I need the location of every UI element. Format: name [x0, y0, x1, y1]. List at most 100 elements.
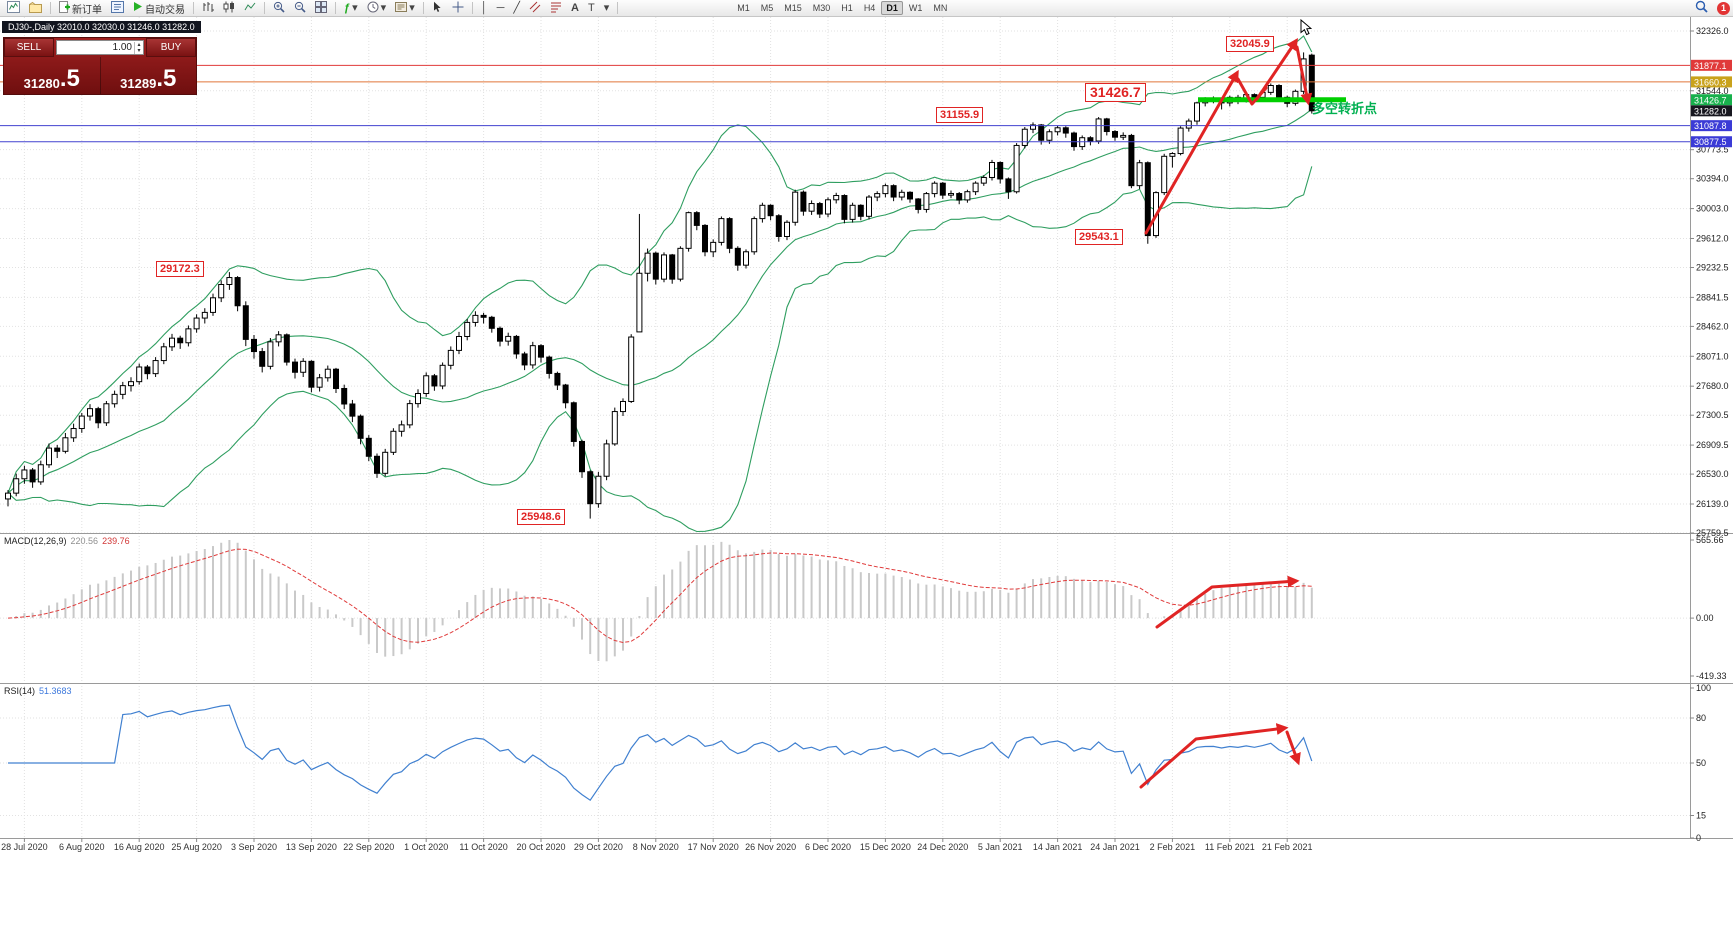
- svg-text:80: 80: [1696, 713, 1706, 723]
- market-watch-button[interactable]: [107, 0, 128, 16]
- indicators-button[interactable]: ƒ ▾: [340, 1, 362, 16]
- panel-splitters[interactable]: [0, 17, 1733, 839]
- volume-spinner[interactable]: ▴ ▾: [134, 41, 143, 54]
- timeframe-button-m30[interactable]: M30: [812, 3, 831, 13]
- price-annotation-29543[interactable]: 29543.1: [1075, 229, 1123, 245]
- candlestick-chart-button[interactable]: [219, 1, 239, 16]
- svg-text:31282.0: 31282.0: [1694, 106, 1727, 116]
- auto-trading-button[interactable]: 自动交易: [129, 1, 189, 16]
- cursor-tool-button[interactable]: [428, 1, 447, 16]
- buy-price-pips: .5: [156, 65, 177, 92]
- new-chart-button[interactable]: [3, 0, 24, 16]
- chart-window-icon: [7, 0, 20, 16]
- crosshair-tool-button[interactable]: [448, 1, 468, 16]
- trendline-tool[interactable]: ╱: [509, 1, 524, 16]
- label-tool[interactable]: T: [584, 1, 599, 16]
- price-annotation-31155[interactable]: 31155.9: [936, 107, 984, 123]
- bar-chart-icon: [202, 1, 214, 16]
- rsi-value: 51.3683: [39, 686, 72, 696]
- volume-value[interactable]: 1.00: [112, 42, 132, 53]
- timeframe-button-m5[interactable]: M5: [760, 3, 774, 13]
- macd-main-value: 220.56: [70, 536, 99, 546]
- buy-price[interactable]: 31289.5: [101, 57, 197, 94]
- svg-text:16 Aug 2020: 16 Aug 2020: [114, 842, 165, 852]
- search-button[interactable]: [1691, 0, 1712, 16]
- trend-arrows[interactable]: [1139, 38, 1313, 789]
- auto-trading-label: 自动交易: [145, 4, 185, 16]
- svg-text:-419.33: -419.33: [1696, 671, 1727, 681]
- periods-button[interactable]: ▾: [363, 1, 391, 16]
- sell-price-pips: .5: [59, 65, 80, 92]
- svg-text:28462.0: 28462.0: [1696, 321, 1729, 331]
- time-scale[interactable]: 28 Jul 2020 6 Aug 2020 16 Aug 2020 25 Aug 2…: [1, 838, 1312, 852]
- channel-icon: [529, 1, 541, 16]
- market-watch-icon: [111, 0, 124, 16]
- horizontal-line-tool[interactable]: ─: [493, 1, 509, 16]
- toolbar-separator: [193, 2, 194, 14]
- svg-text:25759.5: 25759.5: [1696, 528, 1729, 538]
- fibonacci-tool[interactable]: [546, 1, 566, 16]
- buy-button[interactable]: BUY: [146, 38, 196, 57]
- price-scale[interactable]: 32326.0 31544.0 30773.5 30394.0 30003.0 29612…: [1690, 26, 1732, 538]
- new-order-button[interactable]: 新订单: [55, 0, 106, 16]
- tile-windows-button[interactable]: [311, 0, 331, 16]
- svg-text:28 Jul 2020: 28 Jul 2020: [1, 842, 48, 852]
- price-annotation-29172[interactable]: 29172.3: [156, 261, 204, 277]
- spinner-down-icon[interactable]: ▾: [137, 47, 141, 54]
- svg-text:100: 100: [1696, 683, 1711, 693]
- svg-text:30773.5: 30773.5: [1696, 145, 1729, 155]
- more-tools-button[interactable]: ▾: [600, 1, 614, 16]
- svg-text:1 Oct 2020: 1 Oct 2020: [404, 842, 448, 852]
- sell-price[interactable]: 31280.5: [4, 57, 100, 94]
- svg-text:28071.0: 28071.0: [1696, 351, 1729, 361]
- fibonacci-icon: [550, 1, 562, 16]
- chart-title: DJ30-,Daily 32010.0 32030.0 31246.0 3128…: [2, 21, 201, 33]
- timeframe-button-mn[interactable]: MN: [933, 3, 948, 13]
- toolbar-separator: [335, 2, 336, 14]
- sell-price-main: 31280: [23, 76, 60, 91]
- cursor-icon: [432, 1, 443, 16]
- zoom-out-icon: [294, 1, 306, 16]
- svg-text:32326.0: 32326.0: [1696, 26, 1729, 36]
- price-annotation-31426[interactable]: 31426.7: [1085, 83, 1146, 102]
- toolbar-separator: [471, 2, 473, 14]
- text-tool[interactable]: A: [567, 1, 583, 16]
- price-annotation-32045[interactable]: 32045.9: [1226, 36, 1274, 52]
- timeframe-button-d1[interactable]: D1: [881, 1, 903, 15]
- notification-badge[interactable]: 1: [1717, 1, 1730, 15]
- turning-point-label[interactable]: 多空转折点: [1312, 101, 1378, 116]
- toolbar-separator: [422, 2, 424, 14]
- zoom-in-button[interactable]: [269, 1, 289, 16]
- volume-field[interactable]: 1.00 ▴ ▾: [56, 40, 144, 55]
- svg-text:3 Sep 2020: 3 Sep 2020: [231, 842, 277, 852]
- horizontal-lines[interactable]: [0, 64, 1690, 143]
- price-annotation-25948[interactable]: 25948.6: [517, 509, 565, 525]
- svg-text:8 Nov 2020: 8 Nov 2020: [633, 842, 679, 852]
- macd-scale[interactable]: 565.66 0.00 -419.33: [1690, 535, 1727, 681]
- profile-icon: [29, 1, 42, 16]
- vertical-line-tool[interactable]: │: [477, 1, 492, 16]
- bar-chart-button[interactable]: [198, 1, 218, 16]
- svg-text:27680.0: 27680.0: [1696, 381, 1729, 391]
- svg-text:28841.5: 28841.5: [1696, 292, 1729, 302]
- svg-text:20 Oct 2020: 20 Oct 2020: [516, 842, 565, 852]
- svg-text:6 Dec 2020: 6 Dec 2020: [805, 842, 851, 852]
- channel-tool[interactable]: [525, 1, 545, 16]
- toolbar-separator: [50, 2, 51, 14]
- timeframe-button-m15[interactable]: M15: [784, 3, 802, 13]
- templates-button[interactable]: ▾: [391, 1, 419, 16]
- rsi-plot: [8, 704, 1313, 802]
- line-chart-button[interactable]: [240, 1, 260, 16]
- timeframe-button-h1[interactable]: H1: [841, 3, 853, 13]
- svg-text:31426.7: 31426.7: [1694, 95, 1727, 105]
- sell-button[interactable]: SELL: [4, 38, 54, 57]
- timeframe-button-w1[interactable]: W1: [908, 3, 923, 13]
- timeframe-button-m1[interactable]: M1: [737, 3, 750, 13]
- timeframe-button-h4[interactable]: H4: [863, 3, 876, 13]
- rsi-scale[interactable]: 100 80 50 15 0: [1690, 683, 1711, 843]
- vertical-line-icon: │: [480, 1, 488, 14]
- chart-profiles-button[interactable]: [25, 1, 46, 16]
- zoom-out-button[interactable]: [290, 1, 310, 16]
- spinner-up-icon[interactable]: ▴: [137, 41, 141, 48]
